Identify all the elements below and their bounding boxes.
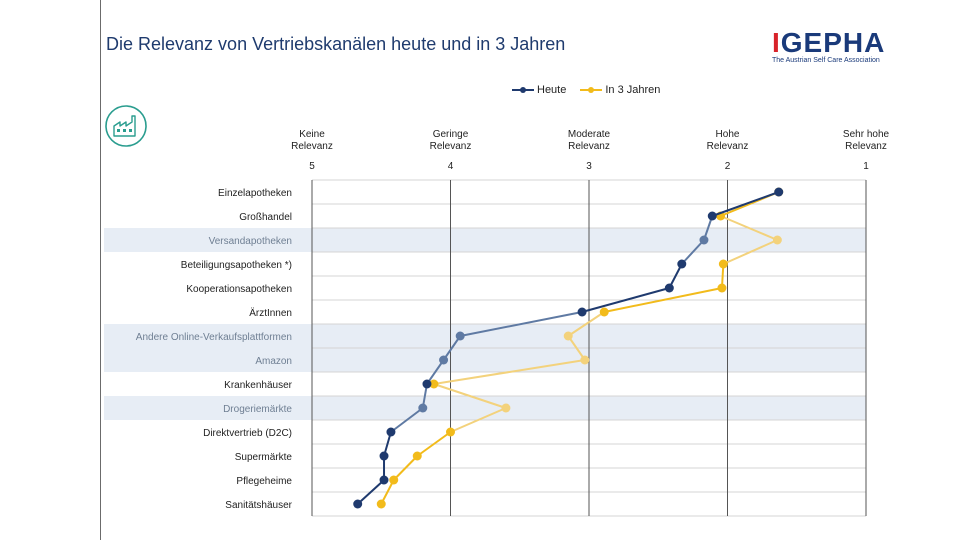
series-line-segment [460,311,583,337]
data-point [379,475,389,485]
factory-icon [105,105,147,147]
series-line-segment [720,215,778,241]
series-line-segment [668,263,683,289]
x-tick-label: Hohe [716,129,740,140]
x-tick-number: 5 [309,161,315,172]
data-point [580,355,590,365]
left-divider [100,0,101,540]
legend-in3-label: In 3 Jahren [605,84,661,96]
x-tick-label: Relevanz [707,141,749,152]
legend-in3-marker [580,87,603,93]
row-band [104,324,866,348]
data-point [422,379,432,389]
data-point [563,331,573,341]
logo-subtitle: The Austrian Self Care Association [772,57,880,64]
series-line-segment [681,239,705,265]
series-line-segment [450,407,507,433]
page-title: Die Relevanz von Vertriebskanälen heute … [106,34,566,54]
series-line-segment [567,311,605,337]
x-tick-label: Relevanz [430,141,472,152]
x-tick-number: 1 [863,161,869,172]
data-point [707,211,717,221]
category-label: Direktvertrieb (D2C) [203,428,292,439]
x-tick-label: Relevanz [845,141,887,152]
data-point [429,379,439,389]
x-tick-number: 4 [448,161,454,172]
category-label: Drogeriemärkte [223,404,292,415]
category-label: Sanitätshäuser [225,500,292,511]
x-tick-label: Relevanz [291,141,333,152]
series-line-segment [442,335,462,361]
x-tick-label: Sehr hohe [843,129,890,140]
category-label: Beteiligungsapotheken *) [181,260,292,271]
data-point [446,427,455,437]
series-line-segment [567,335,586,361]
series-line-segment [433,383,507,409]
data-point [455,331,465,341]
category-label: Krankenhäuser [224,380,292,391]
data-point [412,451,422,461]
x-tick-number: 2 [725,161,731,172]
data-point [774,187,784,197]
data-point [439,355,449,365]
series-line-segment [722,239,778,265]
series-line-segment [581,287,670,313]
category-label: Versandapotheken [209,236,292,247]
x-tick-label: Keine [299,129,325,140]
x-tick-label: Geringe [433,129,469,140]
legend-heute-label: Heute [537,84,567,96]
row-band [104,228,866,252]
category-label: Amazon [255,356,292,367]
category-label: Kooperationsapotheken [186,284,292,295]
data-point [677,259,687,269]
data-point [501,403,511,413]
x-tick-number: 3 [586,161,592,172]
series-line-segment [604,287,723,313]
series-line-segment [357,479,385,505]
chart-legend: Heute In 3 Jahren [512,84,660,96]
category-label: Einzelapotheken [218,188,292,199]
category-label: Pflegeheime [236,476,292,487]
category-label: Supermärkte [235,452,293,463]
data-point [418,403,428,413]
data-point [664,283,674,293]
data-point [376,499,386,509]
series-line-segment [426,359,445,385]
legend-item-in3: In 3 Jahren [580,84,660,96]
data-point [389,475,399,485]
legend-heute-marker [512,87,534,93]
data-point [386,427,396,437]
legend-item-heute: Heute [512,84,566,96]
series-line-segment [416,431,452,457]
series-line-segment [393,455,418,481]
row-band [104,348,866,372]
series-line-segment [390,407,424,433]
data-point [772,235,782,245]
data-point [353,499,363,509]
data-point [599,307,609,317]
x-tick-label: Moderate [568,129,611,140]
series-line-segment [711,191,780,217]
series-line-segment [433,359,586,385]
data-point [718,259,728,269]
category-label: ÄrztInnen [249,307,292,319]
data-point [379,451,389,461]
category-label: Andere Online-Verkaufsplattformen [136,332,292,343]
category-label: Großhandel [239,212,292,223]
data-point [717,283,727,293]
igepha-logo: IGEPHA The Austrian Self Care Associatio… [772,28,912,65]
x-tick-label: Relevanz [568,141,610,152]
data-point [577,307,587,317]
data-point [699,235,709,245]
series-line-segment [380,479,395,505]
